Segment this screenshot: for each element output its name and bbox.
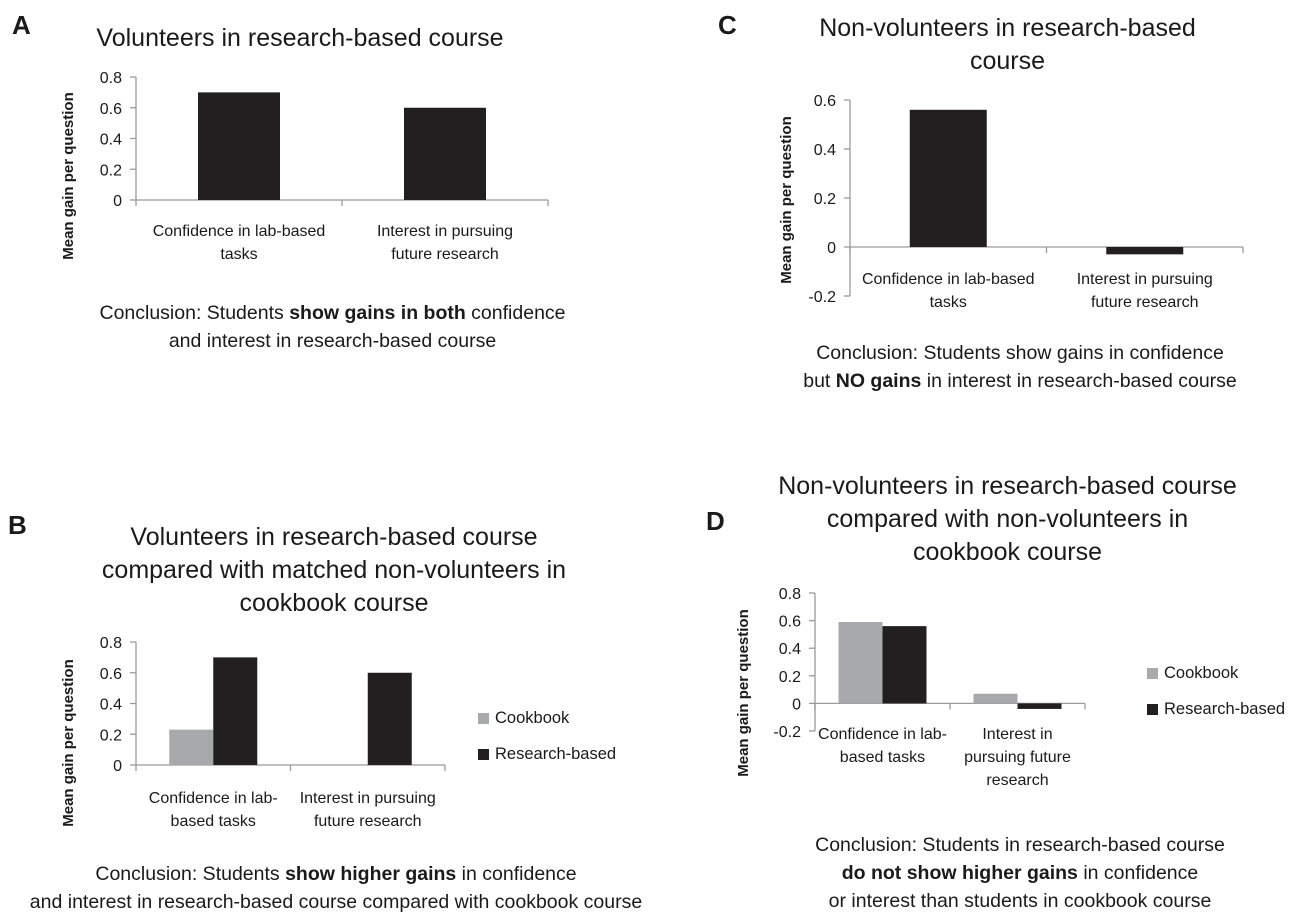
y-tick-label: 0.6 [814, 93, 836, 110]
x-category-label: Confidence in lab-based tasks [818, 726, 947, 766]
y-axis-label: Mean gain per question [60, 659, 77, 827]
conclusion-d: Conclusion: Students in research-based c… [815, 834, 1225, 912]
bar-cookbook [838, 621, 883, 704]
legend-swatch-research [1147, 704, 1158, 715]
legend-swatch-research [478, 749, 489, 760]
conclusion-a: Conclusion: Students show gains in both … [99, 302, 566, 352]
bar-research [882, 626, 927, 704]
y-tick-label: 0.8 [100, 70, 122, 87]
legend-d: Cookbook Research-based [1147, 664, 1285, 736]
x-category-label: Interest in pursuing future research [964, 726, 1071, 789]
bar-research [909, 109, 987, 247]
legend-item-research: Research-based [478, 745, 616, 764]
y-tick-label: 0.4 [779, 641, 801, 658]
y-tick-label: 0.2 [100, 727, 122, 744]
x-category-label: Confidence in lab-based tasks [153, 223, 326, 263]
panel-letter-d: D [706, 506, 725, 536]
panel-letter-a: A [12, 10, 31, 40]
y-tick-label: 0.2 [779, 669, 801, 686]
y-tick-label: -0.2 [808, 289, 836, 306]
bar-research [1017, 703, 1062, 709]
legend-item-research: Research-based [1147, 700, 1285, 719]
legend-item-cookbook: Cookbook [1147, 664, 1285, 683]
y-tick-label: 0 [827, 240, 836, 257]
bar-cookbook [973, 693, 1018, 704]
bar-research [404, 107, 486, 200]
y-tick-label: 0.4 [814, 142, 836, 159]
x-category-label: Confidence in lab-based tasks [149, 790, 278, 830]
panel-letter-b: B [8, 510, 27, 540]
bar-cookbook [169, 729, 214, 765]
y-axis-label: Mean gain per question [60, 92, 77, 260]
bar-research [198, 92, 280, 200]
y-tick-label: -0.2 [773, 724, 801, 741]
y-tick-label: 0.2 [814, 191, 836, 208]
y-axis-label: Mean gain per question [735, 609, 752, 777]
chart-title-b: Volunteers in research-based course comp… [101, 523, 567, 617]
conclusion-b: Conclusion: Students show higher gains i… [29, 863, 643, 913]
y-tick-label: 0.8 [779, 586, 801, 603]
y-tick-label: 0.4 [100, 697, 122, 714]
bar-research [367, 672, 412, 765]
y-tick-label: 0.4 [100, 132, 122, 149]
panel-letter-c: C [718, 10, 737, 40]
conclusion-c: Conclusion: Students show gains in confi… [803, 342, 1237, 392]
bar-research [213, 657, 258, 765]
y-tick-label: 0 [113, 193, 122, 210]
x-category-label: Interest in pursuing future research [377, 223, 513, 263]
y-tick-label: 0.6 [100, 101, 122, 118]
bar-research [1106, 247, 1184, 255]
legend-item-cookbook: Cookbook [478, 709, 616, 728]
x-category-label: Interest in pursuing future research [1077, 271, 1213, 311]
y-tick-label: 0.2 [100, 162, 122, 179]
legend-b: Cookbook Research-based [478, 709, 616, 781]
y-tick-label: 0.8 [100, 635, 122, 652]
x-category-label: Confidence in lab-based tasks [862, 271, 1035, 311]
chart-title-d: Non-volunteers in research-based course … [778, 472, 1237, 566]
y-tick-label: 0.6 [100, 666, 122, 683]
legend-swatch-cookbook [478, 713, 489, 724]
y-axis-label: Mean gain per question [778, 116, 795, 284]
x-category-label: Interest in pursuing future research [300, 790, 436, 830]
y-tick-label: 0 [792, 696, 801, 713]
y-tick-label: 0.6 [779, 614, 801, 631]
legend-swatch-cookbook [1147, 668, 1158, 679]
y-tick-label: 0 [113, 758, 122, 775]
chart-title-a: Volunteers in research-based course [96, 24, 504, 52]
chart-title-c: Non-volunteers in research-based course [819, 14, 1196, 75]
